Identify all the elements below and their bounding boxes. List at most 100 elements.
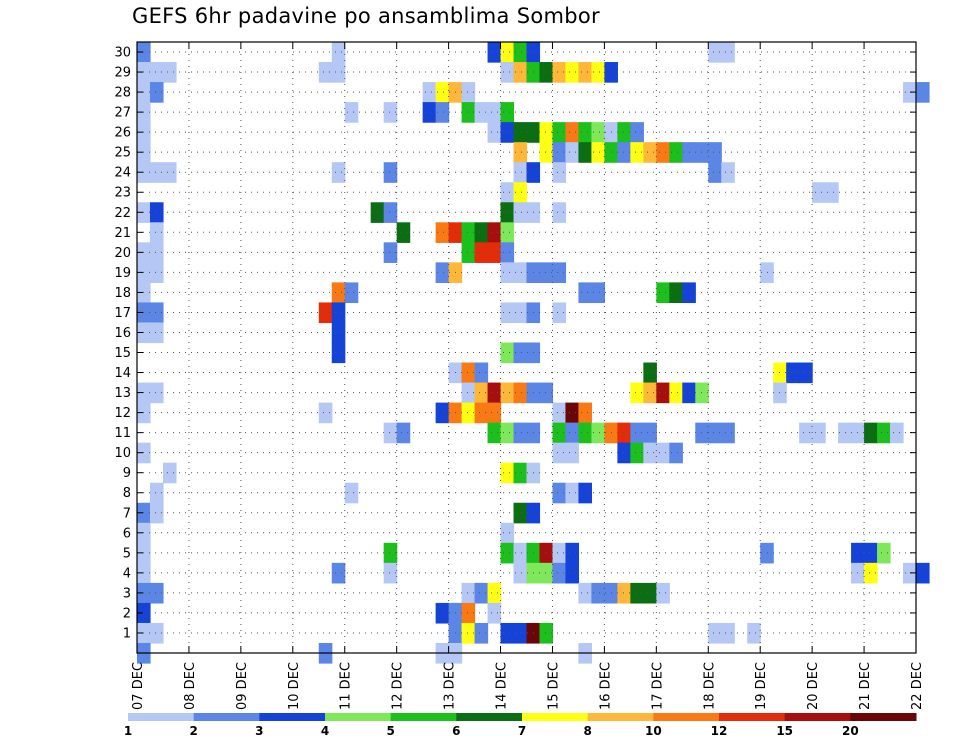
heatmap-cell	[422, 102, 437, 123]
heatmap-cell	[487, 222, 502, 243]
heatmap-cell	[513, 162, 528, 183]
colorbar-swatch	[587, 713, 654, 721]
heatmap-cell	[578, 582, 593, 604]
heatmap-cells	[137, 42, 930, 664]
colorbar-label: 6	[452, 724, 460, 738]
heatmap-cell	[552, 402, 567, 424]
heatmap-cell	[149, 62, 164, 83]
x-tick-label: 18 DEC	[702, 662, 717, 710]
heatmap-cell	[331, 282, 346, 304]
heatmap-cell	[812, 182, 826, 203]
heatmap-cell	[695, 422, 709, 444]
heatmap-cell	[786, 362, 800, 384]
colorbar-label: 10	[645, 724, 662, 738]
x-tick-label: 12 DEC	[391, 662, 406, 710]
heatmap-cell	[461, 622, 476, 644]
y-tick-label: 22	[114, 206, 131, 221]
heatmap-cell	[721, 162, 735, 183]
heatmap-cell	[500, 222, 515, 243]
y-tick-label: 23	[114, 186, 131, 201]
y-tick-label: 13	[114, 386, 131, 401]
colorbar-swatch	[128, 713, 195, 721]
heatmap-cell	[552, 422, 567, 444]
y-tick-label: 25	[114, 146, 131, 161]
heatmap-cell	[708, 422, 722, 444]
heatmap-cell	[617, 142, 631, 163]
heatmap-cell	[500, 182, 515, 203]
colorbar-swatch	[456, 713, 523, 721]
heatmap-cell	[656, 142, 670, 163]
y-tick-label: 20	[114, 246, 131, 261]
x-tick-label: 22 DEC	[910, 662, 925, 710]
heatmap-cell	[578, 422, 593, 444]
heatmap-cell	[383, 422, 398, 444]
colorbar-label: 15	[776, 724, 793, 738]
x-tick-label: 10 DEC	[287, 662, 302, 710]
y-tick-label: 15	[114, 346, 131, 361]
heatmap-cell	[643, 382, 657, 404]
colorbar-swatch	[390, 713, 457, 721]
heatmap-cell	[864, 562, 878, 584]
heatmap-cell	[760, 542, 774, 564]
heatmap-cell	[474, 102, 489, 123]
heatmap-cell	[513, 342, 528, 364]
heatmap-cell	[617, 422, 631, 444]
colorbar-swatch	[719, 713, 786, 721]
heatmap-cell	[461, 582, 476, 604]
heatmap-cell	[630, 122, 644, 143]
heatmap-cell	[318, 402, 333, 424]
heatmap-cell	[149, 582, 164, 604]
heatmap-cell	[162, 62, 177, 83]
heatmap-cell	[331, 162, 346, 183]
heatmap-cell	[162, 162, 177, 183]
chart-title: GEFS 6hr padavine po ansamblima Sombor	[132, 4, 600, 28]
heatmap-cell	[435, 402, 450, 424]
x-tick-label: 17 DEC	[650, 662, 665, 710]
colorbar-swatch	[259, 713, 326, 721]
heatmap-cell	[630, 142, 644, 163]
y-tick-label: 27	[114, 106, 131, 121]
heatmap-cell	[149, 202, 164, 223]
heatmap-cell	[461, 362, 476, 384]
heatmap-cell	[838, 422, 852, 444]
heatmap-cell	[643, 442, 657, 464]
heatmap-cell	[669, 382, 683, 404]
heatmap-cell	[656, 282, 670, 304]
heatmap-cell	[812, 422, 826, 444]
heatmap-cell	[695, 142, 709, 163]
heatmap-cell	[149, 482, 164, 504]
heatmap-cell	[162, 462, 177, 484]
heatmap-cell	[474, 222, 489, 243]
heatmap-cell	[552, 262, 567, 283]
heatmap-cell	[500, 542, 515, 564]
x-tick-label: 14 DEC	[495, 662, 510, 710]
heatmap-cell	[877, 422, 891, 444]
y-tick-label: 10	[114, 446, 131, 461]
heatmap-cell	[708, 622, 722, 644]
heatmap-cell	[630, 382, 644, 404]
heatmap-cell	[565, 422, 580, 444]
heatmap-cell	[669, 142, 683, 163]
heatmap-cell	[916, 562, 930, 584]
heatmap-cell	[565, 562, 580, 584]
heatmap-cell	[643, 422, 657, 444]
y-tick-label: 29	[114, 66, 131, 81]
y-tick-label: 28	[114, 86, 131, 101]
heatmap-cell	[149, 222, 164, 243]
heatmap-cell	[487, 122, 502, 143]
heatmap-cell	[656, 442, 670, 464]
plot-frame	[136, 41, 917, 654]
heatmap-cell	[513, 182, 528, 203]
heatmap-cell	[500, 42, 515, 63]
heatmap-cell	[331, 302, 346, 324]
heatmap-cell	[552, 142, 567, 163]
x-tick-label: 09 DEC	[235, 662, 250, 710]
heatmap-cell	[500, 382, 515, 404]
y-tick-label: 1	[123, 626, 131, 641]
x-tick-label: 07 DEC	[131, 662, 146, 710]
colorbar-swatch	[193, 713, 260, 721]
heatmap-cell	[461, 402, 476, 424]
heatmap-cell	[552, 442, 567, 464]
heatmap-cell	[565, 62, 580, 83]
y-tick-label: 6	[123, 526, 131, 541]
